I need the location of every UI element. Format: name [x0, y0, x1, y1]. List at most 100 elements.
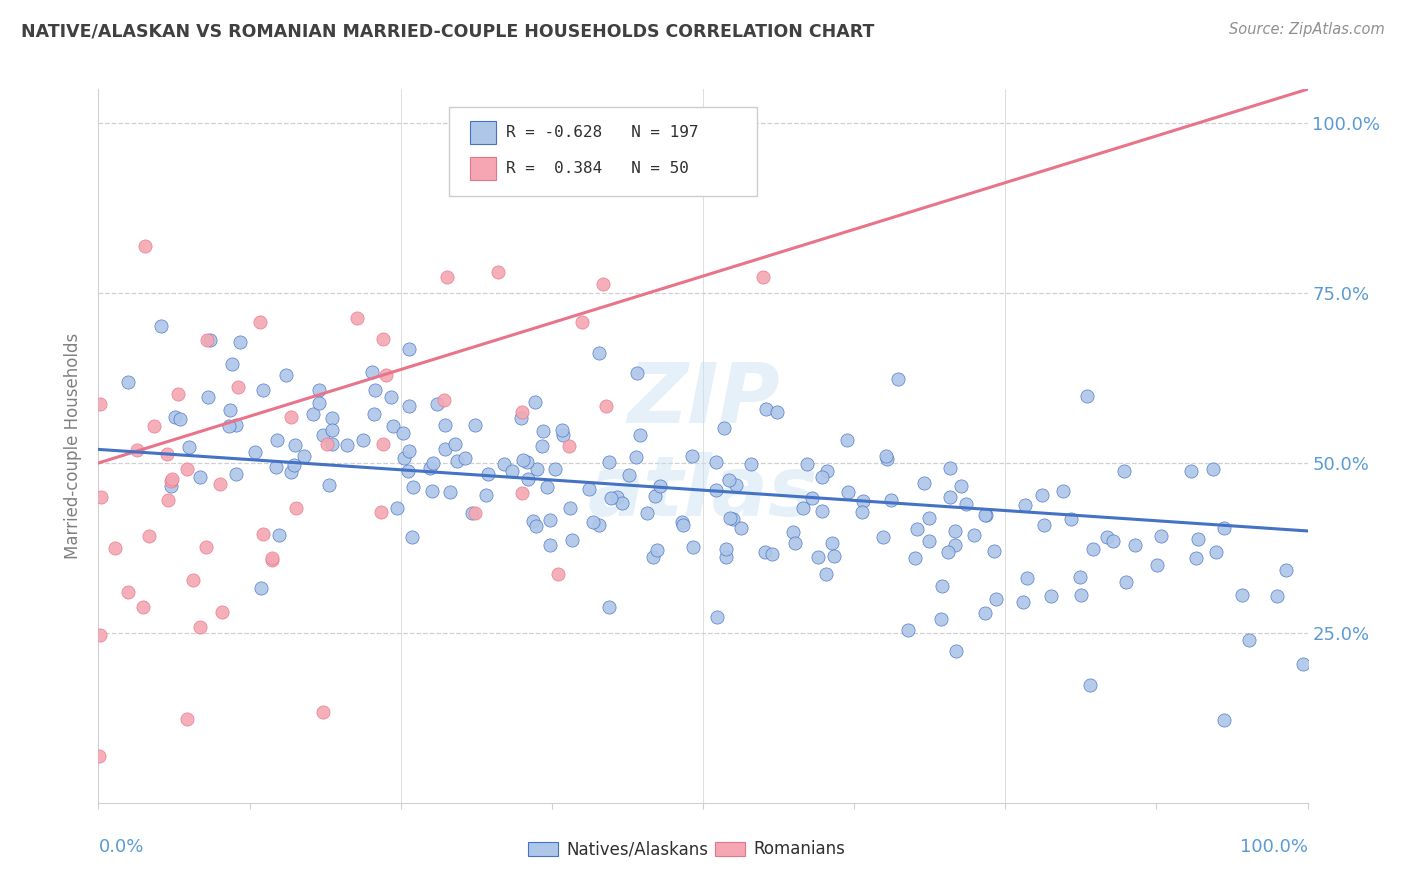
Point [221, 357, 243, 371]
Point [852, 493, 875, 508]
Point [228, 380, 250, 394]
Point [1237, 633, 1260, 648]
Point [262, 551, 284, 566]
Point [419, 461, 441, 475]
Point [211, 606, 233, 620]
Point [588, 346, 610, 360]
Point [681, 449, 703, 463]
Point [974, 508, 997, 522]
Point [132, 599, 155, 614]
Point [250, 581, 273, 595]
Point [1069, 570, 1091, 584]
Point [1212, 521, 1234, 535]
Point [740, 457, 762, 471]
Point [973, 606, 995, 620]
Point [761, 547, 783, 561]
Point [617, 468, 640, 483]
Text: R = -0.628   N = 197: R = -0.628 N = 197 [506, 125, 699, 140]
Point [800, 491, 823, 505]
Point [280, 409, 302, 424]
Point [571, 315, 593, 329]
Point [252, 384, 274, 398]
Point [648, 479, 671, 493]
Point [266, 433, 288, 447]
Point [396, 464, 419, 478]
Text: 0.0%: 0.0% [98, 838, 143, 856]
Point [904, 550, 927, 565]
Point [811, 504, 834, 518]
Point [188, 469, 211, 483]
Point [1033, 518, 1056, 533]
Point [176, 712, 198, 726]
Point [284, 438, 307, 452]
Point [1014, 498, 1036, 512]
Point [536, 480, 558, 494]
Point [1076, 389, 1098, 403]
Point [280, 465, 302, 479]
Point [543, 461, 565, 475]
Point [974, 508, 997, 523]
Point [551, 423, 574, 437]
Point [352, 433, 374, 447]
Point [89, 628, 111, 642]
Point [436, 270, 458, 285]
Point [626, 366, 648, 380]
Point [492, 457, 515, 471]
Point [422, 456, 444, 470]
Point [714, 550, 737, 565]
Point [704, 483, 727, 497]
Point [785, 535, 807, 549]
Point [821, 536, 844, 550]
Point [401, 530, 423, 544]
Point [321, 411, 343, 425]
Point [897, 623, 920, 637]
Point [837, 434, 859, 448]
Point [380, 390, 402, 404]
Point [807, 550, 830, 565]
Point [1185, 550, 1208, 565]
Point [1123, 538, 1146, 552]
Point [375, 368, 398, 382]
Point [370, 505, 392, 519]
Point [595, 399, 617, 413]
Point [526, 462, 548, 476]
Point [382, 419, 405, 434]
Point [1114, 464, 1136, 478]
Point [1180, 464, 1202, 478]
Point [875, 449, 897, 463]
Point [387, 500, 409, 515]
Point [730, 521, 752, 535]
Point [522, 514, 544, 528]
Point [90, 490, 112, 504]
Point [1052, 483, 1074, 498]
Point [426, 397, 449, 411]
Point [754, 545, 776, 559]
Point [531, 424, 554, 438]
Point [156, 493, 179, 508]
Point [641, 549, 664, 564]
Point [624, 450, 647, 464]
Point [318, 478, 340, 492]
FancyBboxPatch shape [449, 107, 758, 196]
Point [274, 368, 297, 383]
Point [510, 405, 533, 419]
Point [814, 567, 837, 582]
Point [160, 479, 183, 493]
Point [510, 486, 533, 500]
Point [582, 516, 605, 530]
Point [516, 455, 538, 469]
Point [87, 749, 110, 764]
Point [292, 449, 315, 463]
Point [905, 522, 928, 536]
Point [194, 540, 217, 554]
Point [434, 418, 457, 433]
Point [912, 476, 935, 491]
Point [558, 439, 581, 453]
Point [1230, 588, 1253, 602]
Point [872, 530, 894, 544]
Point [167, 387, 190, 401]
Point [176, 461, 198, 475]
Point [876, 452, 898, 467]
Point [538, 538, 561, 552]
Point [302, 407, 325, 421]
